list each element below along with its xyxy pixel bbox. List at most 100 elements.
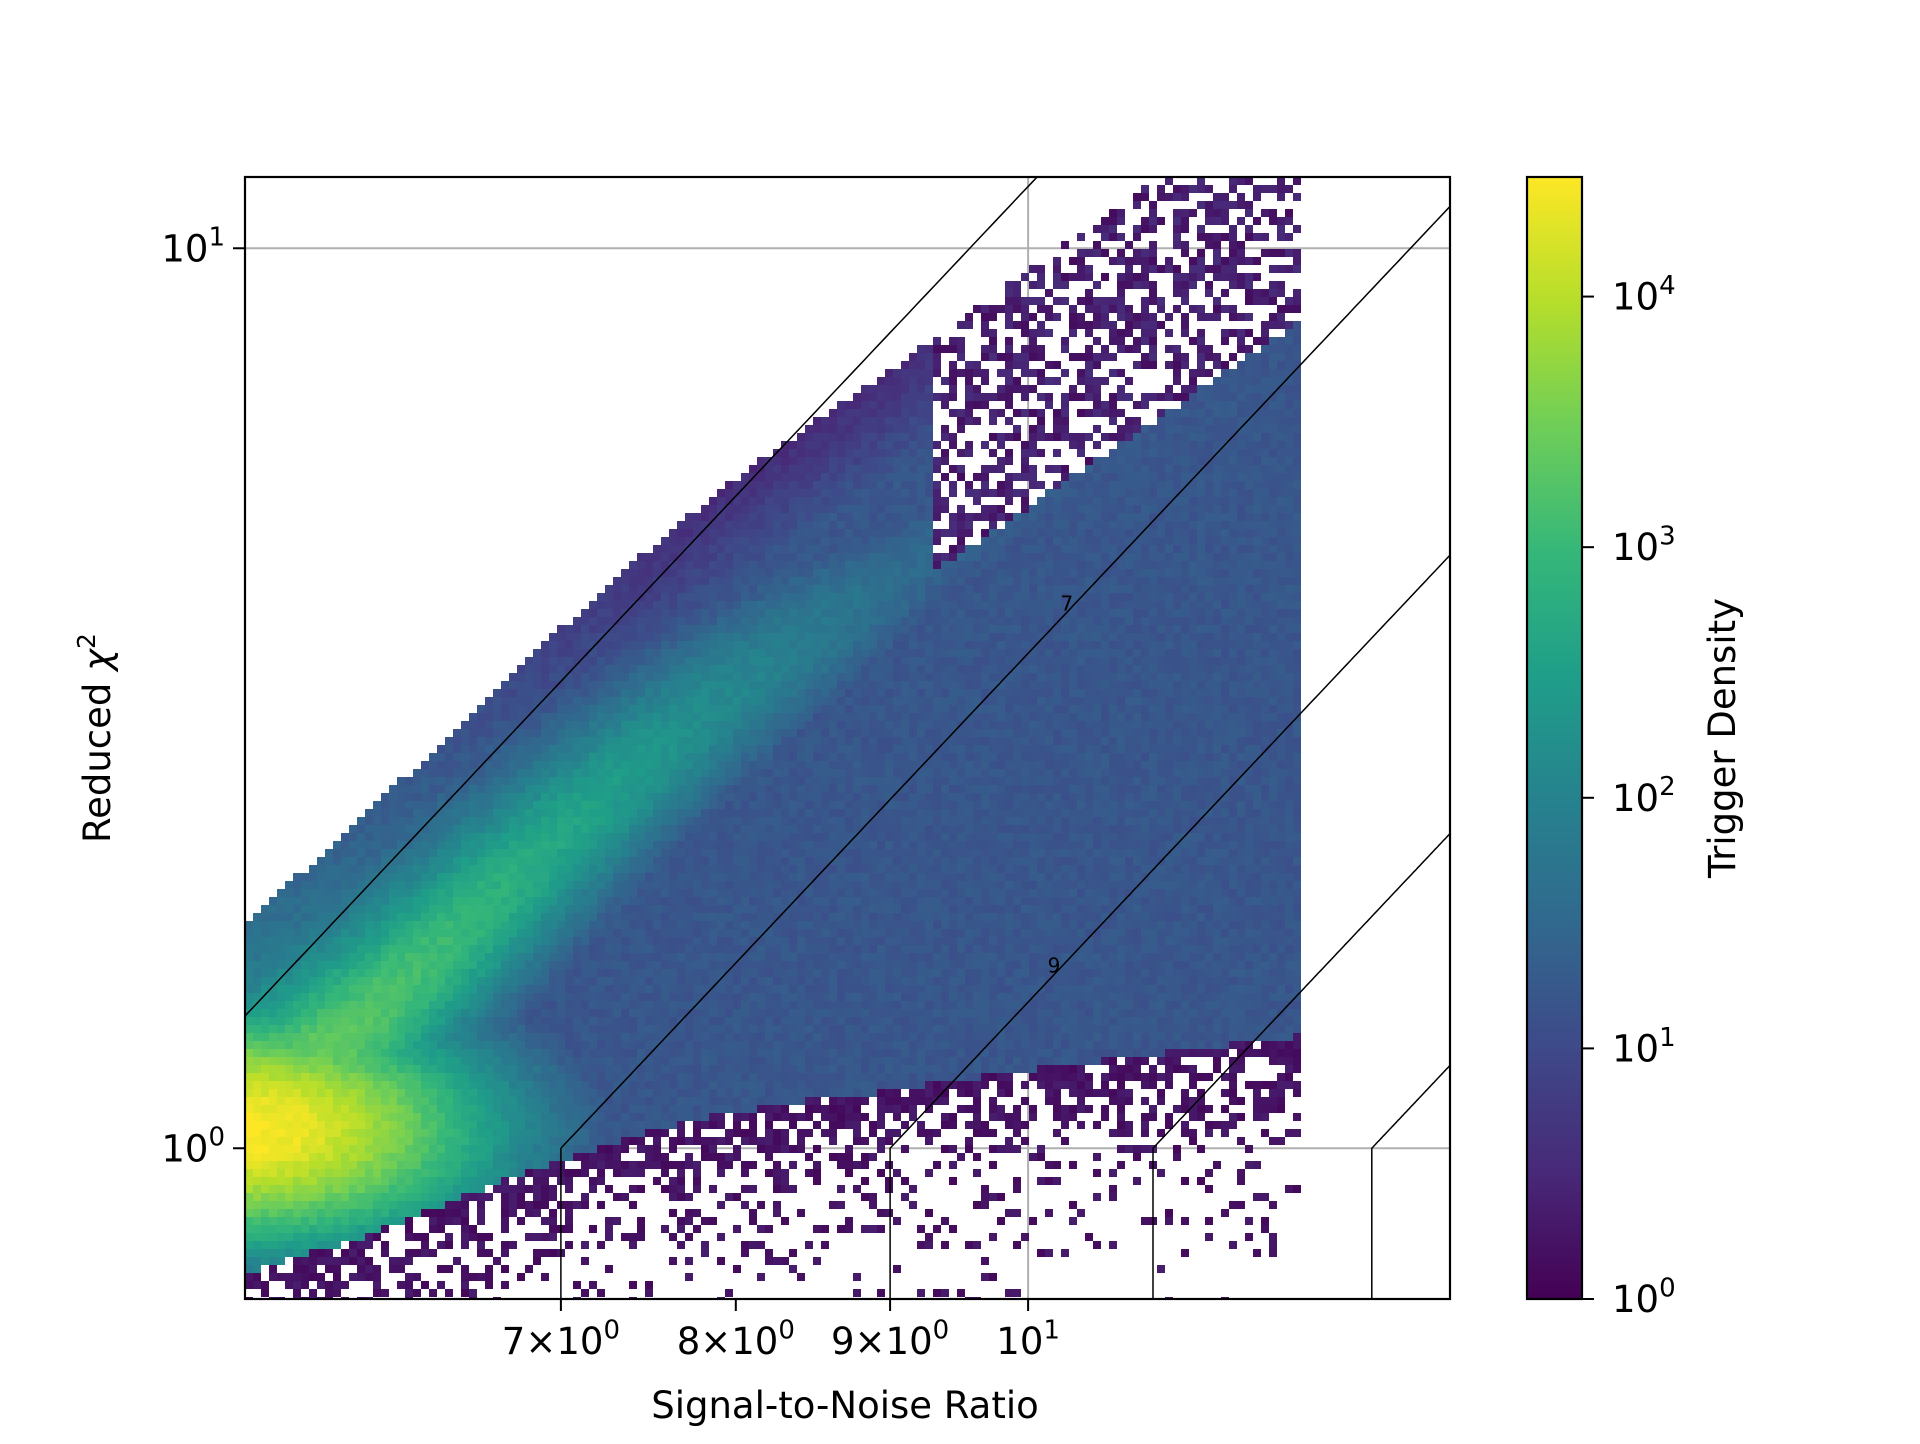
density-cell	[1109, 369, 1117, 377]
density-cell	[773, 545, 781, 553]
density-cell	[1085, 297, 1093, 305]
density-cell	[1245, 201, 1253, 209]
density-cell	[1253, 361, 1261, 369]
density-cell	[885, 385, 893, 393]
density-cell	[485, 785, 493, 793]
density-cell	[861, 489, 869, 497]
density-cell	[1285, 641, 1293, 649]
density-cell	[877, 449, 885, 457]
density-cell	[789, 729, 797, 737]
density-cell	[1093, 305, 1101, 313]
density-cell	[1261, 377, 1269, 385]
density-cell	[965, 409, 973, 417]
density-cell	[797, 545, 805, 553]
density-cell	[1261, 529, 1269, 537]
density-cell	[1197, 753, 1205, 761]
density-cell	[981, 537, 989, 545]
density-cell	[781, 705, 789, 713]
density-cell	[797, 649, 805, 657]
density-cell	[1069, 753, 1077, 761]
density-cell	[1173, 601, 1181, 609]
density-cell	[1141, 601, 1149, 609]
density-cell	[1237, 569, 1245, 577]
density-cell	[773, 721, 781, 729]
density-cell	[461, 793, 469, 801]
density-cell	[1269, 337, 1277, 345]
density-cell	[637, 721, 645, 729]
density-cell	[1149, 681, 1157, 689]
density-cell	[1245, 753, 1253, 761]
density-cell	[1101, 505, 1109, 513]
density-cell	[1085, 641, 1093, 649]
density-cell	[1229, 329, 1237, 337]
density-cell	[1117, 681, 1125, 689]
density-cell	[893, 481, 901, 489]
density-cell	[1133, 665, 1141, 673]
density-cell	[973, 737, 981, 745]
density-cell	[1245, 329, 1253, 337]
density-cell	[861, 601, 869, 609]
density-cell	[1037, 265, 1045, 273]
density-cell	[605, 657, 613, 665]
density-cell	[1165, 593, 1173, 601]
density-cell	[1277, 481, 1285, 489]
density-cell	[797, 793, 805, 801]
density-cell	[1141, 465, 1149, 473]
density-cell	[717, 641, 725, 649]
density-cell	[845, 785, 853, 793]
density-cell	[1101, 593, 1109, 601]
density-cell	[1077, 569, 1085, 577]
density-cell	[549, 697, 557, 705]
density-cell	[989, 617, 997, 625]
density-cell	[1237, 457, 1245, 465]
density-cell	[1085, 409, 1093, 417]
density-cell	[589, 761, 597, 769]
density-cell	[933, 649, 941, 657]
density-cell	[965, 745, 973, 753]
density-cell	[1197, 737, 1205, 745]
density-cell	[1189, 769, 1197, 777]
density-cell	[773, 513, 781, 521]
density-cell	[725, 705, 733, 713]
density-cell	[813, 537, 821, 545]
density-cell	[1173, 793, 1181, 801]
density-cell	[525, 777, 533, 785]
density-cell	[837, 433, 845, 441]
density-cell	[901, 705, 909, 713]
density-cell	[1181, 713, 1189, 721]
density-cell	[1125, 393, 1133, 401]
density-cell	[925, 457, 933, 465]
density-cell	[1205, 657, 1213, 665]
density-cell	[973, 305, 981, 313]
density-cell	[669, 801, 677, 809]
density-cell	[613, 793, 621, 801]
density-cell	[1157, 513, 1165, 521]
density-cell	[1293, 609, 1301, 617]
density-cell	[1005, 729, 1013, 737]
density-cell	[821, 729, 829, 737]
density-cell	[1229, 625, 1237, 633]
density-cell	[869, 433, 877, 441]
density-cell	[821, 481, 829, 489]
density-cell	[1229, 369, 1237, 377]
density-cell	[517, 729, 525, 737]
density-cell	[1093, 713, 1101, 721]
density-cell	[677, 713, 685, 721]
density-cell	[1037, 593, 1045, 601]
density-cell	[1053, 513, 1061, 521]
density-cell	[957, 713, 965, 721]
density-cell	[765, 673, 773, 681]
density-cell	[1221, 233, 1229, 241]
density-cell	[861, 649, 869, 657]
density-cell	[781, 497, 789, 505]
density-cell	[1021, 449, 1029, 457]
density-cell	[1277, 601, 1285, 609]
density-cell	[1029, 329, 1037, 337]
density-cell	[1069, 537, 1077, 545]
density-cell	[837, 617, 845, 625]
density-cell	[965, 665, 973, 673]
density-cell	[1261, 609, 1269, 617]
density-cell	[1029, 409, 1037, 417]
density-cell	[1109, 417, 1117, 425]
